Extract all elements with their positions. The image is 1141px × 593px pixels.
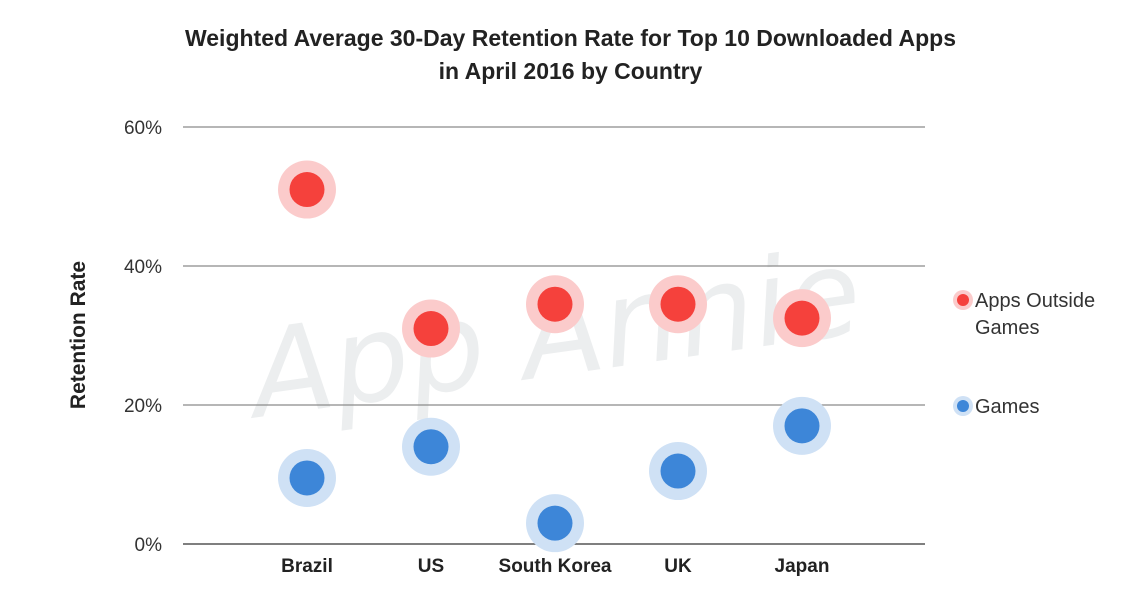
chart-title-line-2: in April 2016 by Country [438, 58, 703, 84]
x-tick-label: Japan [775, 556, 830, 577]
data-points [278, 160, 831, 553]
y-tick-label: 40% [124, 257, 162, 278]
x-axis-ticks: Brazil US South Korea UK Japan [281, 556, 829, 577]
data-point-1-2 [537, 505, 573, 541]
x-tick-label: South Korea [499, 556, 612, 577]
data-point-0-2 [537, 286, 573, 322]
legend-label: Games [975, 396, 1039, 418]
watermark-text: App Annie [235, 223, 869, 447]
data-point-1-3 [660, 453, 696, 489]
data-point-1-4 [784, 408, 820, 444]
data-point-1-1 [413, 429, 449, 465]
legend-marker [957, 294, 969, 306]
x-tick-label: Brazil [281, 556, 333, 577]
legend-marker [957, 400, 969, 412]
data-point-0-1 [413, 311, 449, 347]
y-tick-label: 60% [124, 118, 162, 139]
legend: Apps Outside Games Games [953, 290, 1095, 418]
x-tick-label: UK [664, 556, 692, 577]
data-point-0-4 [784, 300, 820, 336]
data-point-0-3 [660, 286, 696, 322]
data-point-1-0 [289, 460, 325, 496]
y-axis-ticks: 0% 20% 40% 60% [124, 118, 162, 556]
y-tick-label: 20% [124, 396, 162, 417]
x-tick-label: US [418, 556, 444, 577]
data-point-0-0 [289, 172, 325, 208]
y-axis-label: Retention Rate [67, 261, 90, 409]
chart-title: Weighted Average 30-Day Retention Rate f… [0, 22, 1141, 88]
y-tick-label: 0% [135, 535, 163, 556]
chart-title-line-1: Weighted Average 30-Day Retention Rate f… [184, 25, 957, 51]
legend-label: Apps Outside Games [975, 290, 1095, 339]
